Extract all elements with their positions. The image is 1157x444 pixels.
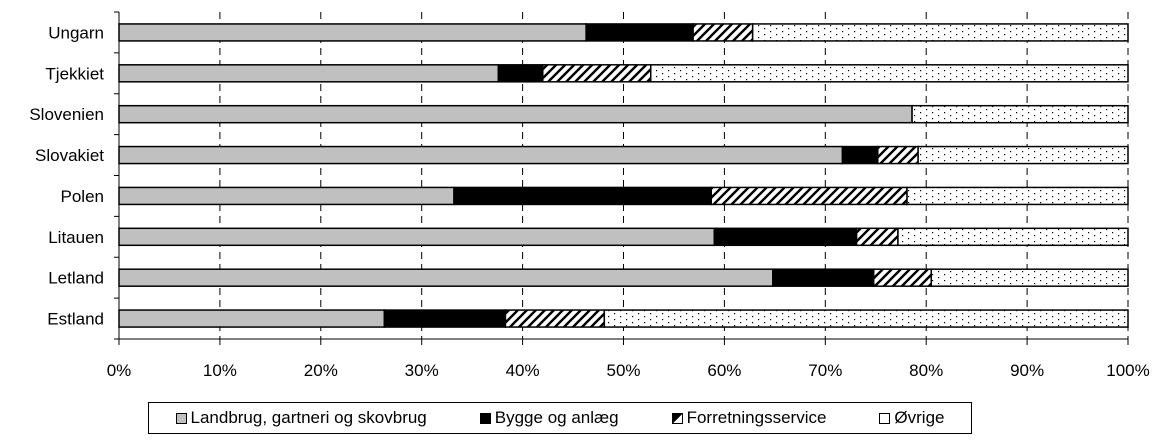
x-tick-label: 0% xyxy=(107,361,132,380)
category-label: Tjekkiet xyxy=(45,64,104,83)
bar-segment xyxy=(504,309,606,328)
x-tick-label: 100% xyxy=(1106,361,1149,380)
category-label: Polen xyxy=(61,187,104,206)
bar-segment xyxy=(649,64,1129,83)
category-label: Estland xyxy=(47,310,104,329)
bar-segment xyxy=(713,227,858,247)
legend-item: Forretningsservice xyxy=(671,408,827,428)
bar-segment xyxy=(751,23,1129,42)
bar-segment xyxy=(930,268,1129,287)
legend-item: Landbrug, gartneri og skovbrug xyxy=(175,408,427,428)
bar-segment xyxy=(118,268,774,287)
bar-segment xyxy=(897,227,1129,247)
x-tick-label: 50% xyxy=(606,361,640,380)
bar-segment xyxy=(497,64,544,83)
bars xyxy=(118,23,1129,328)
legend-swatch xyxy=(479,412,491,424)
x-tick-label: 90% xyxy=(1010,361,1044,380)
category-label: Slovakiet xyxy=(35,146,104,165)
category-label: Ungarn xyxy=(48,23,104,42)
bar-segment xyxy=(710,186,908,206)
bar-segment xyxy=(585,23,694,42)
bar-segment xyxy=(118,64,500,83)
bar-segment xyxy=(383,309,507,328)
axes xyxy=(114,11,1129,345)
x-tick-label: 70% xyxy=(808,361,842,380)
bar-segment xyxy=(855,227,899,247)
category-label: Slovenien xyxy=(29,105,104,124)
x-tick-label: 40% xyxy=(506,361,540,380)
category-label: Litauen xyxy=(48,228,104,247)
legend-swatch xyxy=(175,412,187,424)
bar-segment xyxy=(453,186,713,206)
bar-segment xyxy=(772,268,875,287)
bar-segment xyxy=(118,23,587,42)
x-tick-label: 30% xyxy=(405,361,439,380)
x-tick-label: 10% xyxy=(203,361,237,380)
x-tick-label: 60% xyxy=(707,361,741,380)
bar-segment xyxy=(877,145,919,165)
bar-segment xyxy=(911,104,1129,124)
bar-segment xyxy=(118,309,386,328)
legend-item: Bygge og anlæg xyxy=(479,408,619,428)
bar-segment xyxy=(118,227,716,247)
legend-label: Øvrige xyxy=(894,408,945,427)
bar-segment xyxy=(872,268,932,287)
category-label: Letland xyxy=(48,269,104,288)
gridlines xyxy=(219,12,1129,339)
legend-label: Bygge og anlæg xyxy=(494,408,619,427)
bar-segment xyxy=(118,145,844,165)
bar-segment xyxy=(917,145,1129,165)
bar-segment xyxy=(841,145,879,165)
bar-segment xyxy=(603,309,1129,328)
bar-segment xyxy=(542,64,652,83)
legend-swatch xyxy=(879,412,891,424)
legend-item: Øvrige xyxy=(879,408,945,428)
legend-swatch xyxy=(671,412,683,424)
legend-label: Landbrug, gartneri og skovbrug xyxy=(190,408,427,427)
x-tick-label: 80% xyxy=(909,361,943,380)
bar-segment xyxy=(118,104,913,124)
bar-segment xyxy=(692,23,754,42)
bar-segment xyxy=(118,186,455,206)
legend-label: Forretningsservice xyxy=(686,408,827,427)
axis-labels: Ungarn Tjekkiet Slovenien Slovakiet Polen Lit… xyxy=(29,23,1149,380)
legend: Landbrug, gartneri og skovbrug Bygge og a… xyxy=(148,402,972,434)
bar-segment xyxy=(906,186,1129,206)
x-tick-label: 20% xyxy=(304,361,338,380)
